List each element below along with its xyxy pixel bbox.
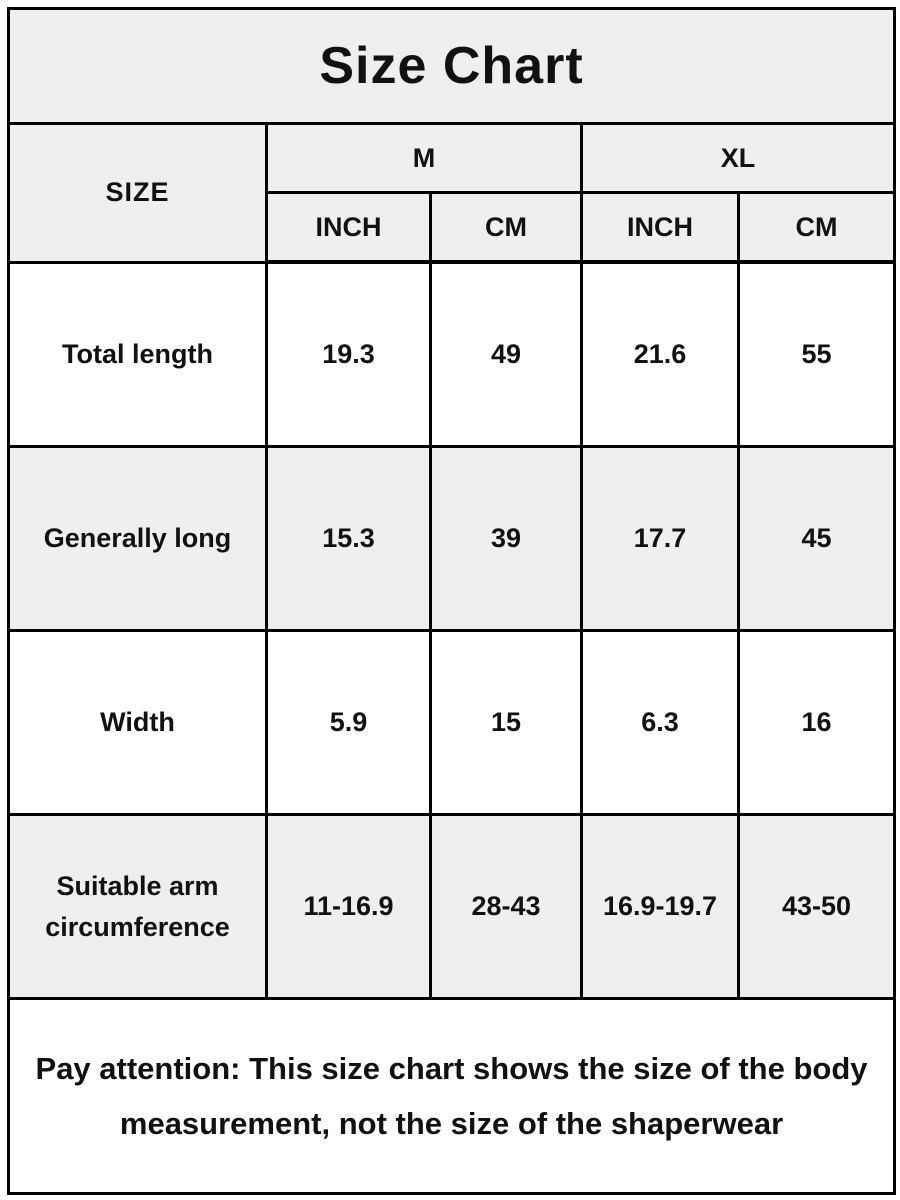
table-cell: 43-50	[736, 813, 897, 1000]
xl-inch-header: INCH	[580, 191, 740, 264]
size-chart-table: Size Chart SIZE M XL INCH CM INCH CM Tot…	[6, 7, 897, 1195]
table-cell: 16	[736, 629, 897, 816]
table-cell: 49	[429, 260, 583, 448]
row-label: Total length	[7, 260, 268, 448]
size-group-header-row: SIZE M XL	[7, 122, 897, 264]
row-label: Width	[7, 629, 268, 816]
table-cell: 21.6	[580, 260, 740, 448]
table-row-suitable-arm-circumference: Suitable arm circumference 11-16.9 28-43…	[7, 813, 897, 1000]
table-row-total-length: Total length 19.3 49 21.6 55	[7, 260, 897, 448]
title-row: Size Chart	[6, 7, 897, 125]
table-cell: 55	[736, 260, 897, 448]
attention-note-line1: Pay attention: This size chart shows the…	[35, 1050, 868, 1086]
table-cell: 28-43	[429, 813, 583, 1000]
table-cell: 16.9-19.7	[580, 813, 740, 1000]
row-label: Generally long	[7, 445, 268, 632]
table-row-generally-long: Generally long 15.3 39 17.7 45	[7, 445, 897, 632]
table-cell: 11-16.9	[265, 813, 432, 1000]
xl-cm-header: CM	[736, 191, 897, 264]
table-cell: 15	[429, 629, 583, 816]
table-cell: 6.3	[580, 629, 740, 816]
m-cm-header: CM	[429, 191, 583, 264]
table-cell: 45	[736, 445, 897, 632]
size-m-header: M	[265, 122, 583, 194]
table-cell: 19.3	[265, 260, 432, 448]
size-column-header: SIZE	[7, 122, 268, 264]
m-inch-header: INCH	[265, 191, 432, 264]
note-row: Pay attention: This size chart shows the…	[6, 997, 897, 1195]
size-xl-header: XL	[579, 122, 897, 194]
table-cell: 15.3	[265, 445, 432, 632]
row-label: Suitable arm circumference	[7, 813, 268, 1000]
table-cell: 39	[429, 445, 583, 632]
table-row-width: Width 5.9 15 6.3 16	[7, 629, 897, 816]
attention-note-line2: measurement, not the size of the shaperw…	[119, 1106, 784, 1141]
table-cell: 5.9	[265, 629, 432, 816]
attention-note: Pay attention: This size chart shows the…	[6, 997, 897, 1195]
table-cell: 17.7	[580, 445, 740, 632]
page-title: Size Chart	[6, 7, 897, 125]
unit-header-row: INCH CM INCH CM	[9, 191, 897, 264]
